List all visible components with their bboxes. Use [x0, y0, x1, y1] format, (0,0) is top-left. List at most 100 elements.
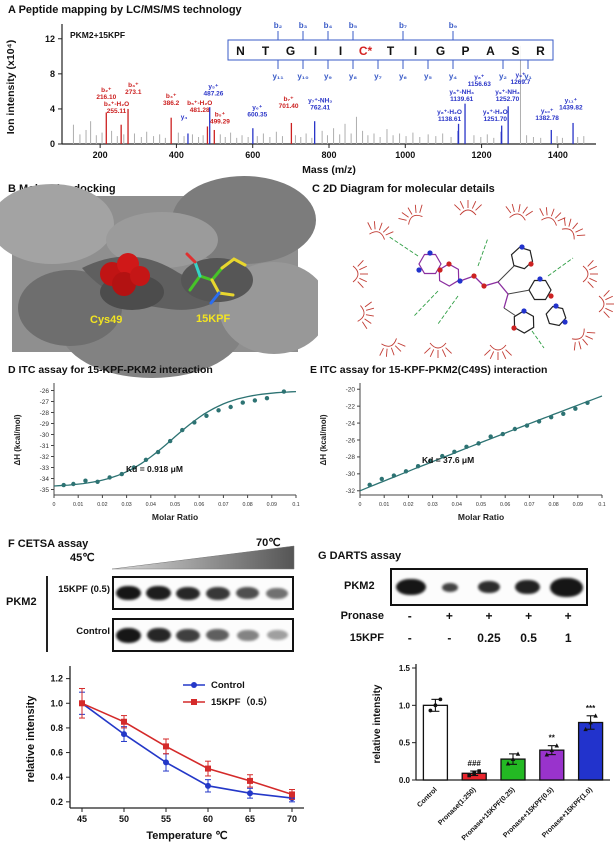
dose-value: 0.5 — [520, 631, 537, 645]
svg-text:-34: -34 — [40, 476, 50, 483]
svg-text:1.0: 1.0 — [50, 698, 63, 708]
svg-text:y₅: y₅ — [424, 72, 432, 81]
svg-text:b₅: b₅ — [349, 21, 358, 30]
svg-text:0: 0 — [359, 502, 362, 508]
cetsa-bracket — [46, 576, 48, 652]
blot-band — [146, 586, 171, 600]
panel-e-title: E ITC assay for 15-KPF-PKM2(C49S) intera… — [310, 364, 548, 376]
svg-text:0.0: 0.0 — [399, 776, 411, 785]
svg-text:-20: -20 — [346, 387, 356, 394]
svg-text:A: A — [486, 44, 495, 58]
dose-value: - — [407, 609, 412, 623]
svg-text:T: T — [262, 44, 270, 58]
blot-band — [116, 586, 142, 600]
svg-text:0.4: 0.4 — [50, 772, 63, 782]
svg-text:0.03: 0.03 — [427, 502, 437, 508]
itc-chart-c49s: -20 -22 -24 -26 -28 -30 -32 0 0.01 0.02 0.03 0.04 0.… — [319, 383, 606, 522]
svg-text:-31: -31 — [40, 443, 50, 450]
itc-points — [61, 389, 287, 488]
svg-text:Control: Control — [416, 786, 439, 809]
svg-text:P: P — [461, 44, 469, 58]
cetsa-row-label-control: Control — [76, 626, 110, 637]
panel-g-title: G DARTS assay — [318, 550, 402, 562]
svg-text:-24: -24 — [346, 420, 356, 427]
kpf-label: 15KPF — [349, 632, 384, 644]
svg-text:200: 200 — [93, 150, 108, 160]
ligand-label: 15KPF — [196, 313, 231, 325]
svg-text:C*: C* — [359, 44, 373, 58]
svg-text:y₄: y₄ — [449, 72, 457, 81]
darts-blot — [390, 568, 588, 606]
svg-text:-33: -33 — [40, 465, 50, 472]
sequence-frame — [227, 39, 554, 61]
svg-text:800: 800 — [321, 150, 336, 160]
svg-text:0.1: 0.1 — [598, 502, 605, 508]
svg-text:4: 4 — [50, 104, 55, 114]
svg-text:Mass (m/z): Mass (m/z) — [302, 164, 356, 176]
svg-text:b₇⁺701.40: b₇⁺ 701.40 — [279, 96, 299, 110]
dose-value: + — [525, 609, 533, 623]
svg-text:ΔH (kcal/mol): ΔH (kcal/mol) — [319, 414, 328, 465]
ms-noise-peaks — [72, 45, 585, 144]
svg-text:I: I — [339, 44, 342, 58]
svg-text:0.04: 0.04 — [146, 502, 156, 508]
dose-value: 0.25 — [477, 631, 501, 645]
cys49-label: Cys49 — [90, 314, 122, 326]
svg-text:-22: -22 — [346, 403, 356, 410]
svg-text:1.2: 1.2 — [50, 674, 63, 684]
svg-text:-35: -35 — [40, 487, 50, 494]
svg-text:0: 0 — [50, 139, 55, 149]
svg-text:-26: -26 — [346, 437, 356, 444]
svg-text:###: ### — [468, 759, 482, 768]
bar-Pronase+15KPF(0.25) — [500, 751, 526, 781]
hbond-lines — [387, 235, 574, 349]
svg-text:ΔH (kcal/mol): ΔH (kcal/mol) — [13, 414, 22, 465]
svg-text:8: 8 — [50, 69, 55, 79]
svg-text:0.05: 0.05 — [476, 502, 486, 508]
svg-text:Molar Ratio: Molar Ratio — [458, 512, 504, 522]
svg-text:1.0: 1.0 — [399, 701, 411, 710]
temp-end-label: 70℃ — [256, 537, 281, 549]
svg-text:12: 12 — [45, 34, 55, 44]
ligand-structure — [416, 244, 568, 334]
svg-text:0.01: 0.01 — [73, 502, 83, 508]
svg-text:0.1: 0.1 — [292, 502, 299, 508]
panel-f-title: F CETSA assay — [8, 538, 89, 550]
svg-text:b₂: b₂ — [274, 21, 283, 30]
svg-text:65: 65 — [245, 814, 255, 824]
svg-text:60: 60 — [203, 814, 213, 824]
svg-text:b₂⁺216.10: b₂⁺ 216.10 — [96, 87, 116, 101]
svg-text:-28: -28 — [346, 454, 356, 461]
svg-text:y₈⁺1156.63: y₈⁺ 1156.63 — [468, 74, 492, 88]
svg-text:b₄: b₄ — [324, 21, 333, 30]
pronase-values: - + + + + — [390, 609, 588, 623]
svg-text:y₇: y₇ — [374, 72, 382, 81]
svg-text:0.8: 0.8 — [50, 723, 63, 733]
dose-value: + — [485, 609, 493, 623]
panel-a-title: A Peptide mapping by LC/MS/MS technology — [8, 4, 242, 16]
svg-text:0.02: 0.02 — [97, 502, 107, 508]
svg-text:b₇: b₇ — [399, 21, 407, 30]
cys49-spheres — [100, 253, 150, 296]
svg-text:relative intensity: relative intensity — [372, 684, 383, 763]
svg-text:G: G — [286, 44, 295, 58]
svg-text:-30: -30 — [40, 432, 50, 439]
bar-Pronase+15KPF(1.0): *** — [577, 704, 604, 781]
svg-text:600: 600 — [245, 150, 260, 160]
svg-text:b₄⁺386.2: b₄⁺ 386.2 — [163, 93, 180, 107]
docking-image: Cys49 15KPF — [0, 176, 329, 378]
svg-text:-29: -29 — [40, 421, 50, 428]
svg-text:Pronase(1:250): Pronase(1:250) — [437, 786, 477, 826]
svg-text:55: 55 — [161, 814, 171, 824]
svg-text:G: G — [436, 44, 445, 58]
svg-text:0.07: 0.07 — [524, 502, 534, 508]
bar-Control — [422, 697, 449, 781]
dose-value: 1 — [564, 631, 572, 645]
cetsa-plot: 0.2 0.4 0.6 0.8 1.0 1.2 45 50 55 60 65 70 Temperatur… — [25, 666, 304, 842]
